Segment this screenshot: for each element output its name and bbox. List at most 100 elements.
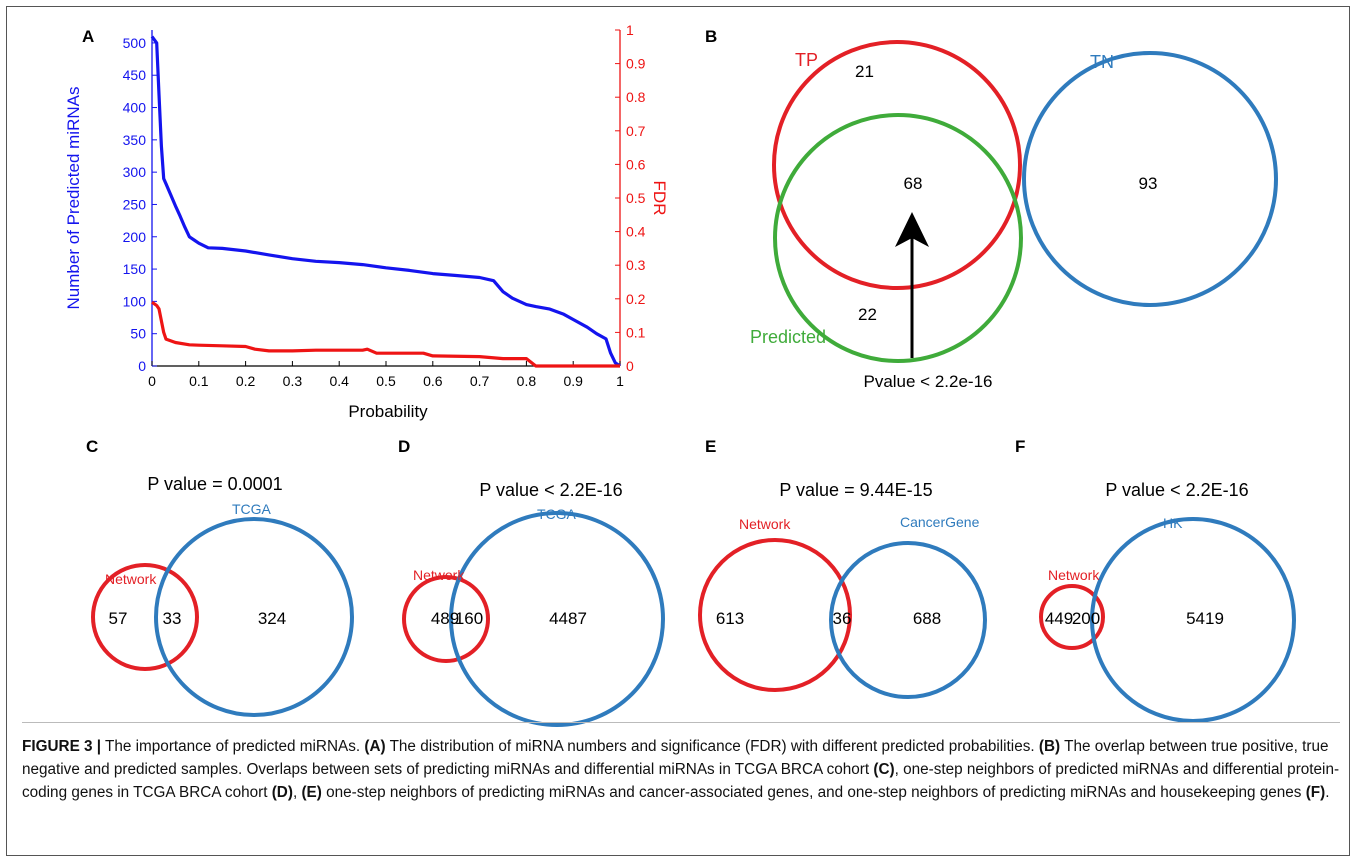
right-y-axis-label: FDR — [650, 181, 669, 216]
venn-set-label: TCGA — [537, 506, 577, 522]
caption-part: (F) — [1305, 784, 1326, 801]
venn-count-right-only: 5419 — [1186, 609, 1224, 628]
left-y-tick-label: 200 — [123, 229, 147, 245]
left-y-tick-label: 300 — [123, 164, 147, 180]
right-y-tick-label: 0.5 — [626, 190, 646, 206]
figure-canvas: A0 0.1 0.2 0.3 0.4 0.5 0.6 0.7 0.8 0.9 10501001502… — [64, 22, 1296, 727]
pvalue-arrow-head — [895, 212, 929, 247]
venn-pvalue-title: P value < 2.2E-16 — [1105, 480, 1248, 500]
x-tick-label: 0.1 — [189, 373, 209, 389]
panel-a-chart: A0 0.1 0.2 0.3 0.4 0.5 0.6 0.7 0.8 0.9 10501001502… — [64, 22, 669, 421]
x-tick-label: 0.2 — [236, 373, 256, 389]
caption-divider — [22, 722, 1340, 723]
venn-count-overlap: 33 — [163, 609, 182, 628]
venn-set-label: CancerGene — [900, 514, 980, 530]
caption-part: The distribution of miRNA numbers and si… — [385, 738, 1039, 755]
venn-pvalue-title: P value = 9.44E-15 — [779, 480, 932, 500]
venn-count-overlap: 36 — [833, 609, 852, 628]
left-y-tick-label: 500 — [123, 35, 147, 51]
right-y-tick-label: 0.8 — [626, 89, 646, 105]
venn-count-tn-only: 93 — [1139, 174, 1158, 193]
x-tick-label: 0.8 — [517, 373, 537, 389]
venn-circle-network — [91, 563, 199, 671]
panel-b-venn: B TP Predicted TN 21 68 22 93 Pvalue < 2.2e-16 — [705, 27, 1278, 391]
venn-pvalue-title: P value = 0.0001 — [147, 474, 282, 494]
venn-count-left-only: 613 — [716, 609, 744, 628]
venn-count-overlap: 160 — [455, 609, 483, 628]
panel-label-e: E — [705, 437, 716, 456]
venn-label-predicted: Predicted — [750, 327, 826, 347]
caption-part: The importance of predicted miRNAs. — [101, 738, 365, 755]
right-y-tick-label: 0.7 — [626, 123, 646, 139]
right-y-tick-label: 0.1 — [626, 324, 646, 340]
caption-part: (E) — [301, 784, 322, 801]
venn-count-right-only: 688 — [913, 609, 941, 628]
right-y-tick-label: 1 — [626, 22, 634, 38]
venn-circle-network — [1039, 584, 1105, 650]
x-tick-label: 0.4 — [329, 373, 349, 389]
left-y-tick-label: 50 — [130, 326, 146, 342]
left-y-tick-label: 400 — [123, 100, 147, 116]
venn-set-label: Network — [413, 567, 465, 583]
caption-body: The importance of predicted miRNAs. (A) … — [22, 738, 1339, 801]
venn-circle-tcga — [449, 511, 665, 727]
venn-set-label: Network — [739, 516, 791, 532]
left-y-tick-label: 0 — [138, 358, 146, 374]
figure-frame — [6, 6, 1350, 856]
panel-c-venn: C P value = 0.0001 Network TCGA 57 33 324 — [86, 437, 354, 717]
caption-part: (C) — [873, 761, 895, 778]
right-y-tick-label: 0.2 — [626, 291, 646, 307]
figure-caption: FIGURE 3 | The importance of predicted m… — [22, 735, 1340, 804]
x-tick-label: 0.5 — [376, 373, 396, 389]
left-y-tick-label: 250 — [123, 196, 147, 212]
caption-label: FIGURE 3 | — [22, 738, 102, 755]
caption-part: . — [1325, 784, 1330, 801]
caption-part: (A) — [364, 738, 386, 755]
venn-count-left-only: 57 — [109, 609, 128, 628]
venn-count-overlap: 200 — [1072, 609, 1100, 628]
panel-label-f: F — [1015, 437, 1025, 456]
venn-circle-hk — [1090, 517, 1296, 723]
panel-label-a: A — [82, 27, 94, 46]
left-y-tick-label: 350 — [123, 132, 147, 148]
x-tick-label: 0 — [148, 373, 156, 389]
venn-pvalue-title: P value < 2.2E-16 — [479, 480, 622, 500]
left-y-tick-label: 450 — [123, 67, 147, 83]
venn-set-label: TCGA — [232, 501, 272, 517]
x-tick-label: 0.3 — [283, 373, 303, 389]
x-tick-label: 0.6 — [423, 373, 443, 389]
caption-part: The overlap between true positive, true … — [22, 738, 1329, 778]
venn-count-tp-predicted: 68 — [904, 174, 923, 193]
right-y-tick-label: 0.6 — [626, 156, 646, 172]
panel-label-d: D — [398, 437, 410, 456]
caption-part: (D) — [271, 784, 293, 801]
venn-count-tp-only: 21 — [855, 62, 874, 81]
venn-count-right-only: 324 — [258, 609, 286, 628]
venn-count-left-only: 489 — [431, 609, 459, 628]
x-axis-label: Probability — [348, 402, 428, 421]
venn-circle-predicted — [773, 113, 1023, 363]
right-y-tick-label: 0.3 — [626, 257, 646, 273]
venn-count-right-only: 4487 — [549, 609, 587, 628]
left-y-axis-label: Number of Predicted miRNAs — [64, 87, 83, 310]
venn-circle-tn — [1022, 51, 1278, 307]
venn-circle-cancergene — [829, 541, 987, 699]
venn-label-tn: TN — [1090, 52, 1114, 72]
venn-set-label: HK — [1163, 515, 1183, 531]
caption-part: , one-step neighbors of predicted miRNAs… — [22, 761, 1340, 801]
venn-circle-tp — [772, 40, 1022, 290]
right-y-tick-label: 0.4 — [626, 224, 646, 240]
x-tick-label: 1 — [616, 373, 624, 389]
venn-count-left-only: 449 — [1045, 609, 1073, 628]
caption-part: , — [292, 784, 302, 801]
series-fdr-line — [151, 300, 620, 368]
x-tick-label: 0.9 — [563, 373, 583, 389]
venn-label-tp: TP — [795, 50, 818, 70]
caption-part: one-step neighbors of predicting miRNAs … — [321, 784, 1306, 801]
caption-part: (B) — [1038, 738, 1061, 755]
venn-count-predicted-only: 22 — [858, 305, 877, 324]
right-y-tick-label: 0.9 — [626, 56, 646, 72]
pvalue-annotation: Pvalue < 2.2e-16 — [863, 372, 992, 391]
